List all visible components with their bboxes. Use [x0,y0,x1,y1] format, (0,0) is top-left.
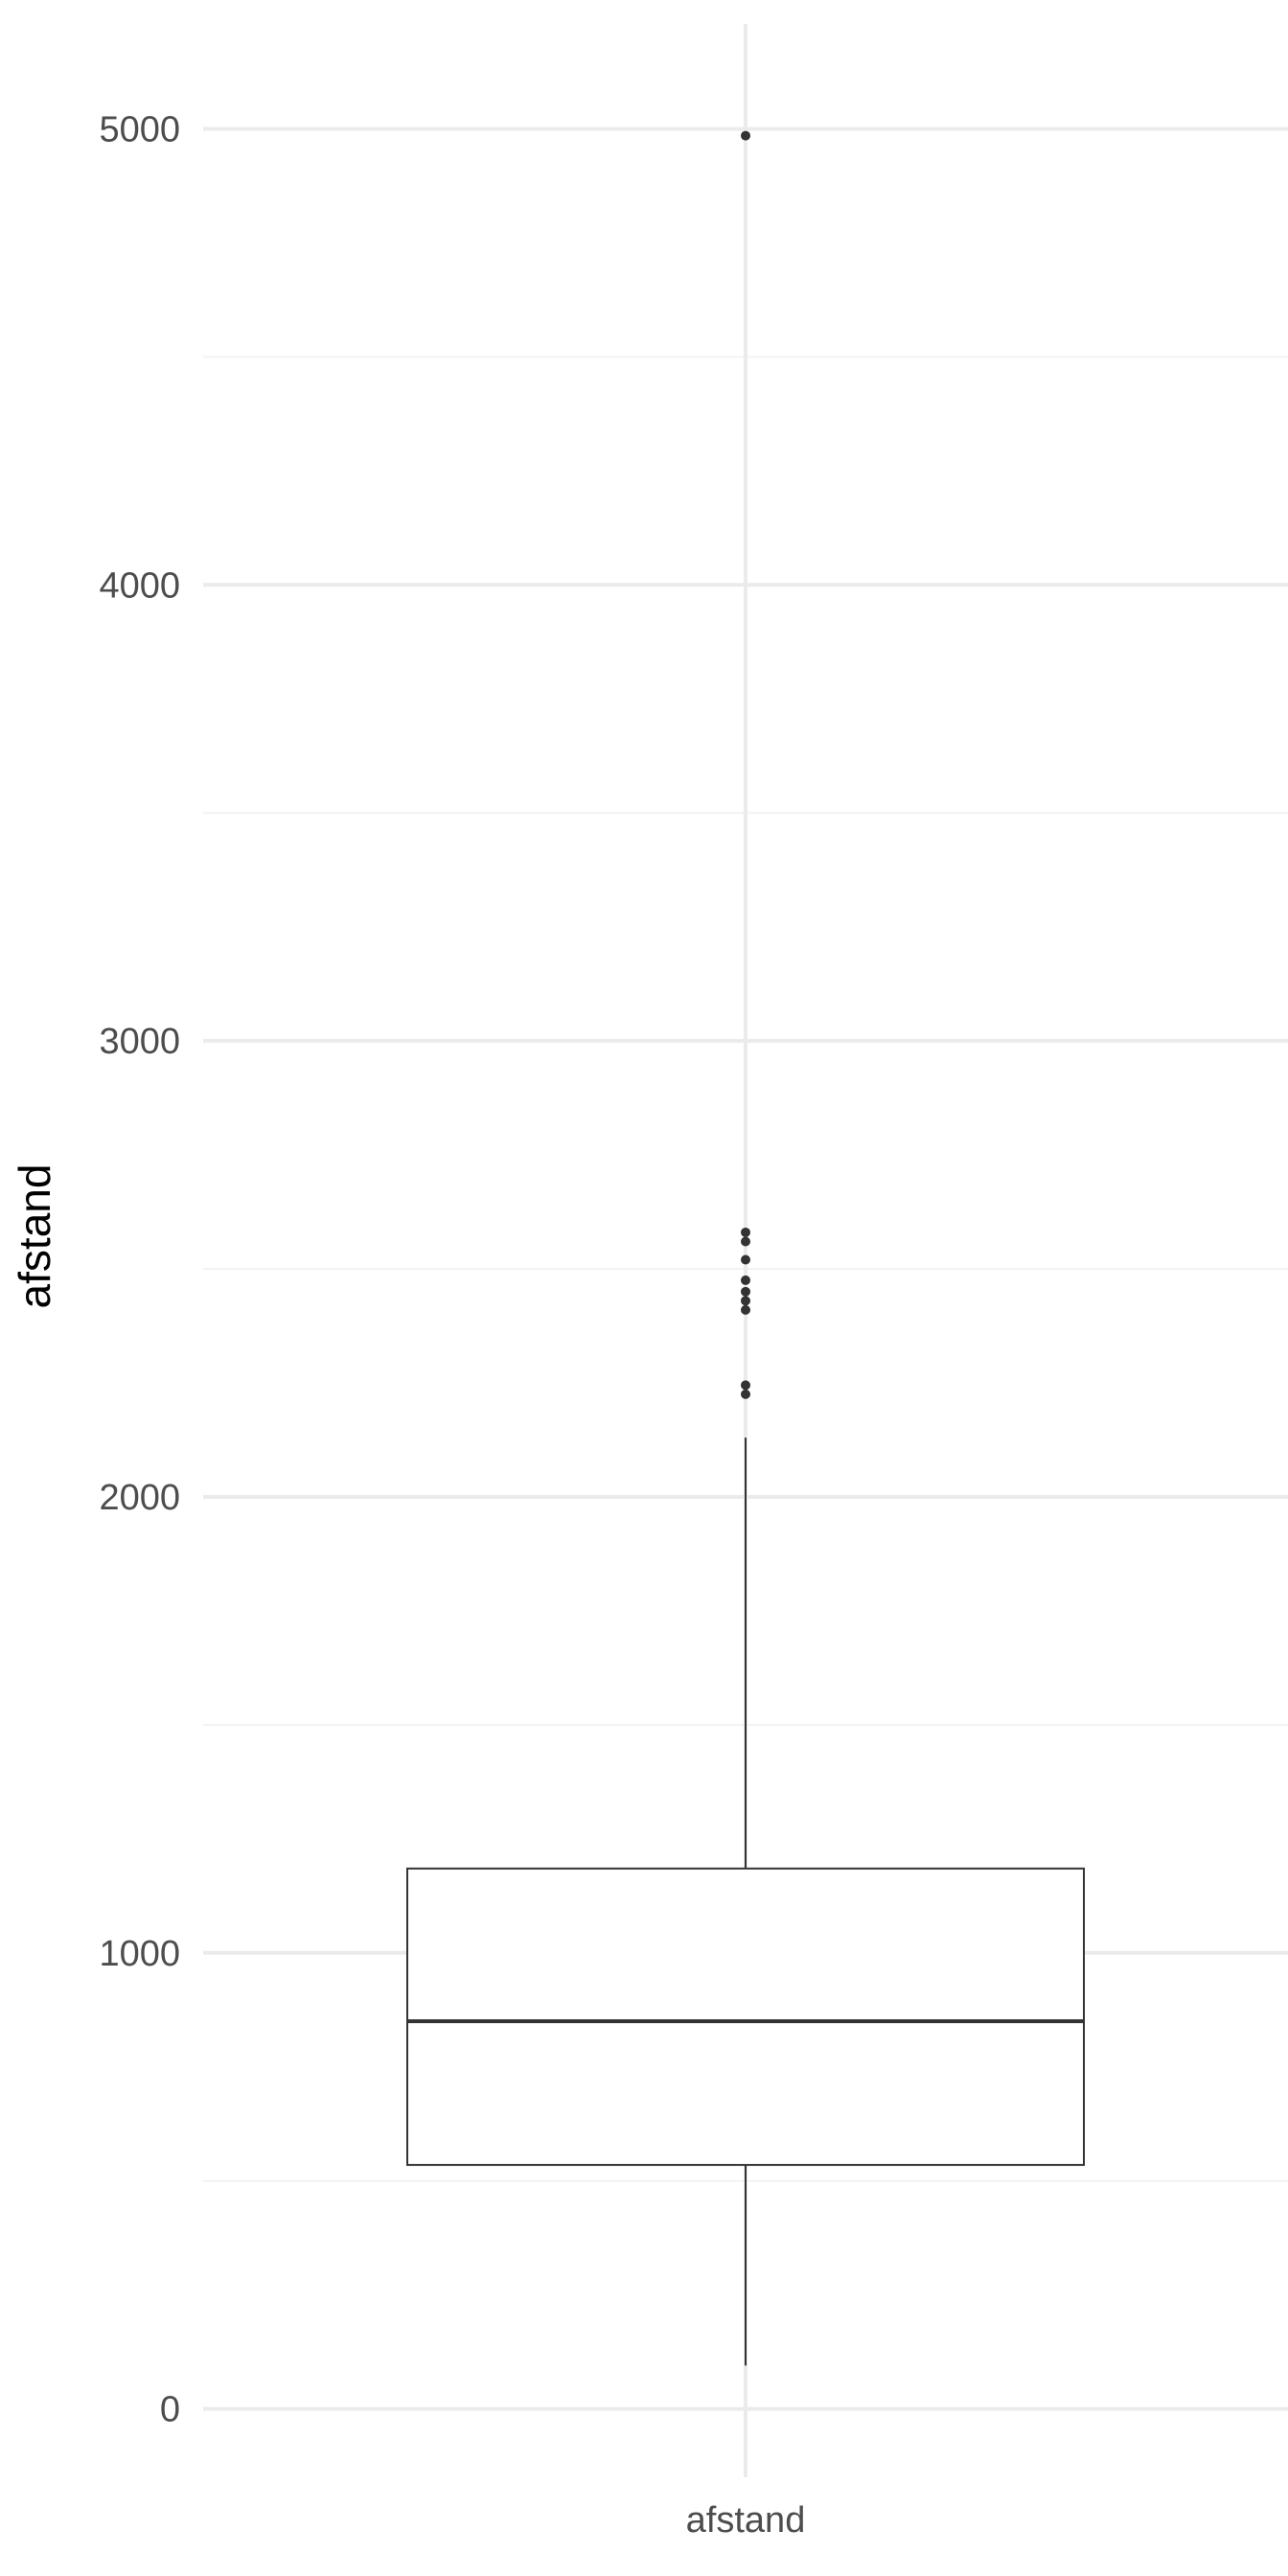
outlier-point [741,1236,750,1247]
y-tick-label: 4000 [99,565,180,606]
outlier-point [741,130,750,141]
interquartile-box [406,1867,1085,2167]
y-tick-label: 2000 [99,1478,180,1518]
y-axis-title: afstand [10,1164,59,1309]
y-tick-label: 1000 [99,1934,180,1974]
outlier-point [741,1286,750,1297]
outlier-point [741,1227,750,1237]
outlier-point [741,1275,750,1285]
outlier-point [741,1296,750,1306]
y-tick-label: 3000 [99,1022,180,1062]
x-tick-label: afstand [686,2500,806,2541]
outlier-point [741,1254,750,1265]
outlier-point [741,1389,750,1399]
outlier-point [741,1304,750,1315]
y-tick-label: 5000 [99,109,180,150]
y-tick-labels: 0 1000 2000 3000 4000 5000 [99,109,180,2429]
x-tick-labels: afstand [686,2500,806,2541]
outlier-point [741,1380,750,1391]
y-tick-label: 0 [160,2390,180,2430]
box-layer [406,130,1085,2366]
